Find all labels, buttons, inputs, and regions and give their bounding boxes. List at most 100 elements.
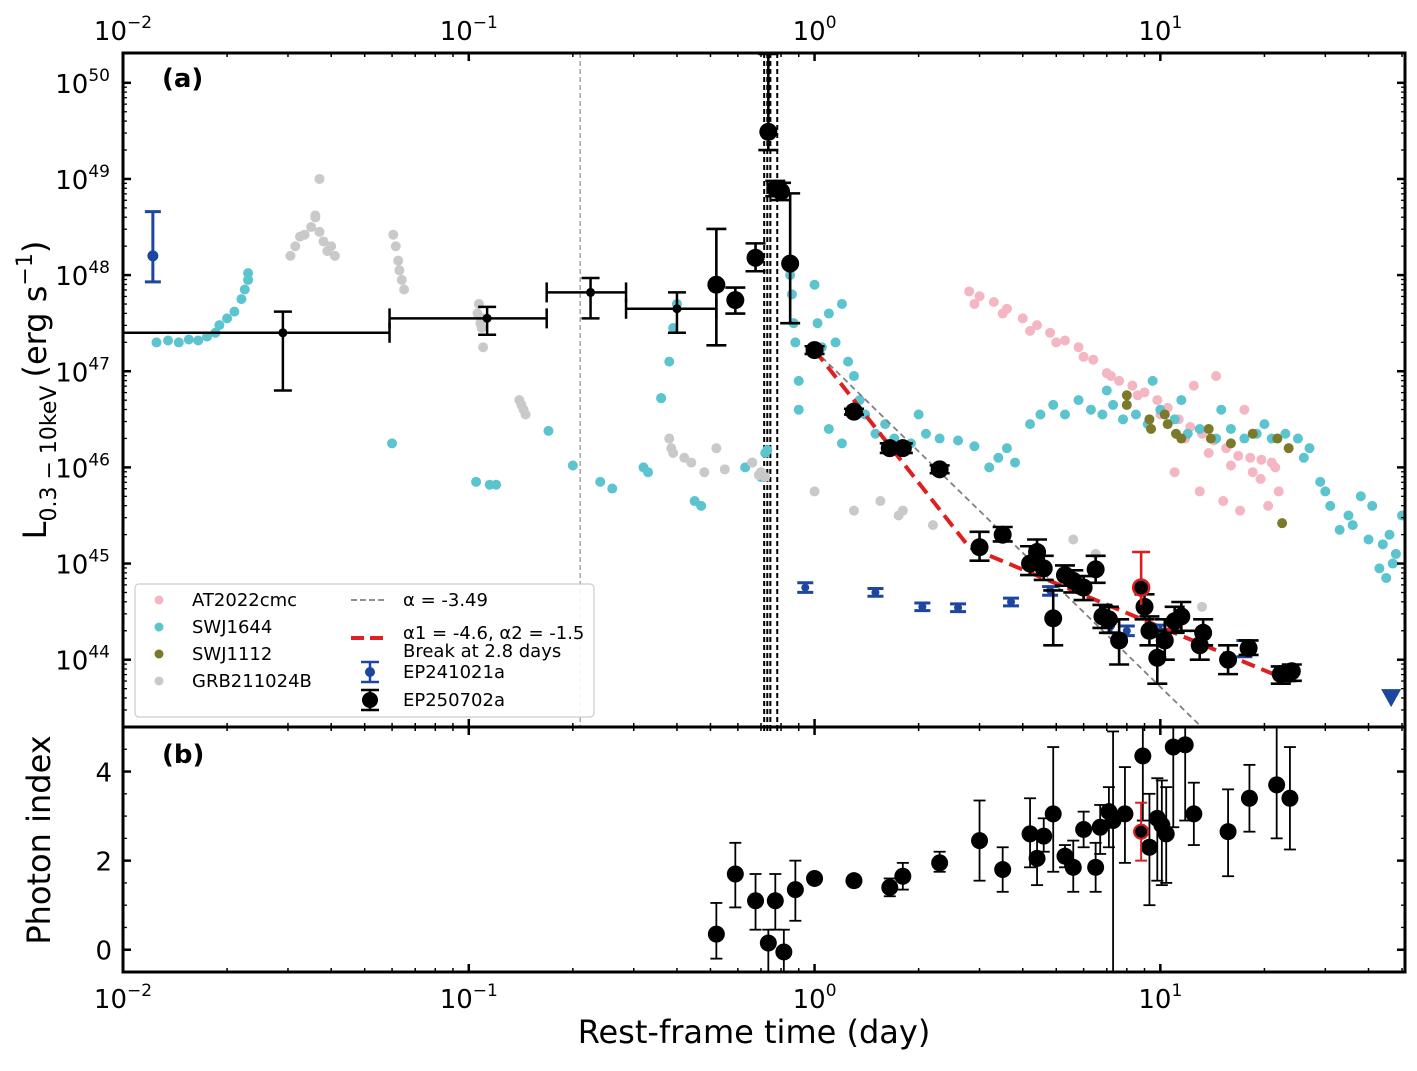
tick-label: 10−2 [94, 13, 152, 47]
highlighted-point [1131, 550, 1151, 605]
data-point [1387, 558, 1398, 569]
data-point [399, 284, 410, 295]
data-point [243, 268, 254, 279]
data-point [586, 287, 596, 297]
data-point [931, 854, 949, 872]
data-point [1256, 454, 1267, 465]
data-point [1086, 560, 1105, 579]
photon-index-point [971, 799, 989, 882]
data-point [1363, 534, 1374, 545]
data-point [1235, 505, 1246, 516]
data-point [843, 356, 854, 367]
data-point [1197, 601, 1208, 612]
data-point [953, 435, 964, 446]
data-point [214, 320, 225, 331]
legend-label: SWJ1644 [192, 617, 272, 638]
y-title-unit-sup: −1 [13, 253, 38, 285]
data-point [396, 274, 407, 285]
data-point [1101, 385, 1112, 396]
data-point [668, 322, 679, 333]
panel-label-b: (b) [162, 740, 204, 770]
data-point [812, 318, 823, 329]
data-point [1091, 818, 1109, 836]
legend-marker-dot [154, 676, 164, 686]
data-point [1277, 518, 1288, 529]
data-point [1292, 433, 1303, 444]
data-point [387, 438, 398, 449]
data-point [1225, 438, 1236, 449]
data-point [913, 409, 924, 420]
legend-marker-dot [154, 622, 164, 632]
panel-b-photon-index: 10−2 10−1 100 101 0 2 4 (b) [94, 725, 1407, 1015]
data-point [1273, 486, 1284, 497]
data-point [994, 861, 1012, 879]
legend-label: EP250702a [403, 690, 505, 711]
photon-index-point [1064, 839, 1082, 893]
x-axis-title: Rest-frame time (day) [578, 1013, 931, 1051]
data-point [726, 291, 745, 310]
data-point [1114, 375, 1125, 386]
legend: AT2022cmc SWJ1644 SWJ1112 GRB211024B α = -3.… [134, 583, 595, 718]
photon-index-point [775, 928, 793, 972]
data-point [1245, 452, 1256, 463]
photon-index-point [881, 877, 899, 898]
photon-index-point [1035, 817, 1053, 853]
data-point [1045, 327, 1056, 338]
ep250702a-point [771, 181, 792, 202]
data-point [699, 467, 710, 478]
data-point [1017, 313, 1028, 324]
data-point [1032, 320, 1043, 331]
data-point [1259, 419, 1270, 430]
ep241021a-point [797, 581, 814, 594]
ep250702a-point [1171, 600, 1192, 633]
photon-index-point [1044, 746, 1062, 873]
ep250702a-point [843, 402, 864, 421]
tick-label: 101 [1138, 13, 1182, 47]
data-point [1263, 500, 1274, 511]
ep250702a-point [929, 460, 950, 479]
data-point [759, 934, 777, 952]
binned-point [123, 310, 391, 392]
data-point [163, 335, 174, 346]
ep250702a-point [780, 192, 801, 325]
photon-index-point [786, 859, 804, 922]
data-point [969, 441, 980, 452]
data-point [1367, 500, 1378, 511]
tick-label: 1047 [55, 354, 110, 388]
tick-label: 100 [793, 981, 837, 1015]
data-point [1188, 380, 1199, 391]
data-point [1247, 428, 1258, 439]
data-point [880, 419, 891, 430]
ep250702a-point [1238, 639, 1259, 658]
data-point [1108, 399, 1119, 410]
photon-index-point [726, 841, 744, 909]
fit-lines [812, 348, 1293, 727]
data-point [1085, 404, 1096, 415]
data-point [707, 275, 726, 294]
legend-label: AT2022cmc [192, 590, 297, 611]
data-point [726, 865, 744, 883]
data-point [476, 322, 487, 333]
data-point [997, 308, 1008, 319]
data-point [1280, 428, 1291, 439]
data-point [1146, 423, 1157, 434]
data-point [290, 241, 301, 252]
data-point [823, 423, 834, 434]
data-point [969, 298, 980, 309]
y-axis-title-b: Photon index [20, 735, 58, 944]
data-point [147, 250, 159, 262]
data-point [1074, 578, 1093, 597]
data-point [1270, 462, 1281, 473]
data-point [318, 236, 329, 247]
legend-marker-errorbar [361, 688, 379, 712]
tick-label: 4 [95, 759, 112, 789]
data-point [1116, 805, 1134, 823]
ep250702a-point [892, 439, 913, 458]
data-point [1152, 395, 1163, 406]
photon-index-point [1176, 727, 1194, 822]
photon-index-point [994, 846, 1012, 893]
data-point [1172, 607, 1191, 626]
data-point [1255, 473, 1266, 484]
data-point [394, 265, 405, 276]
data-point [1176, 395, 1187, 406]
